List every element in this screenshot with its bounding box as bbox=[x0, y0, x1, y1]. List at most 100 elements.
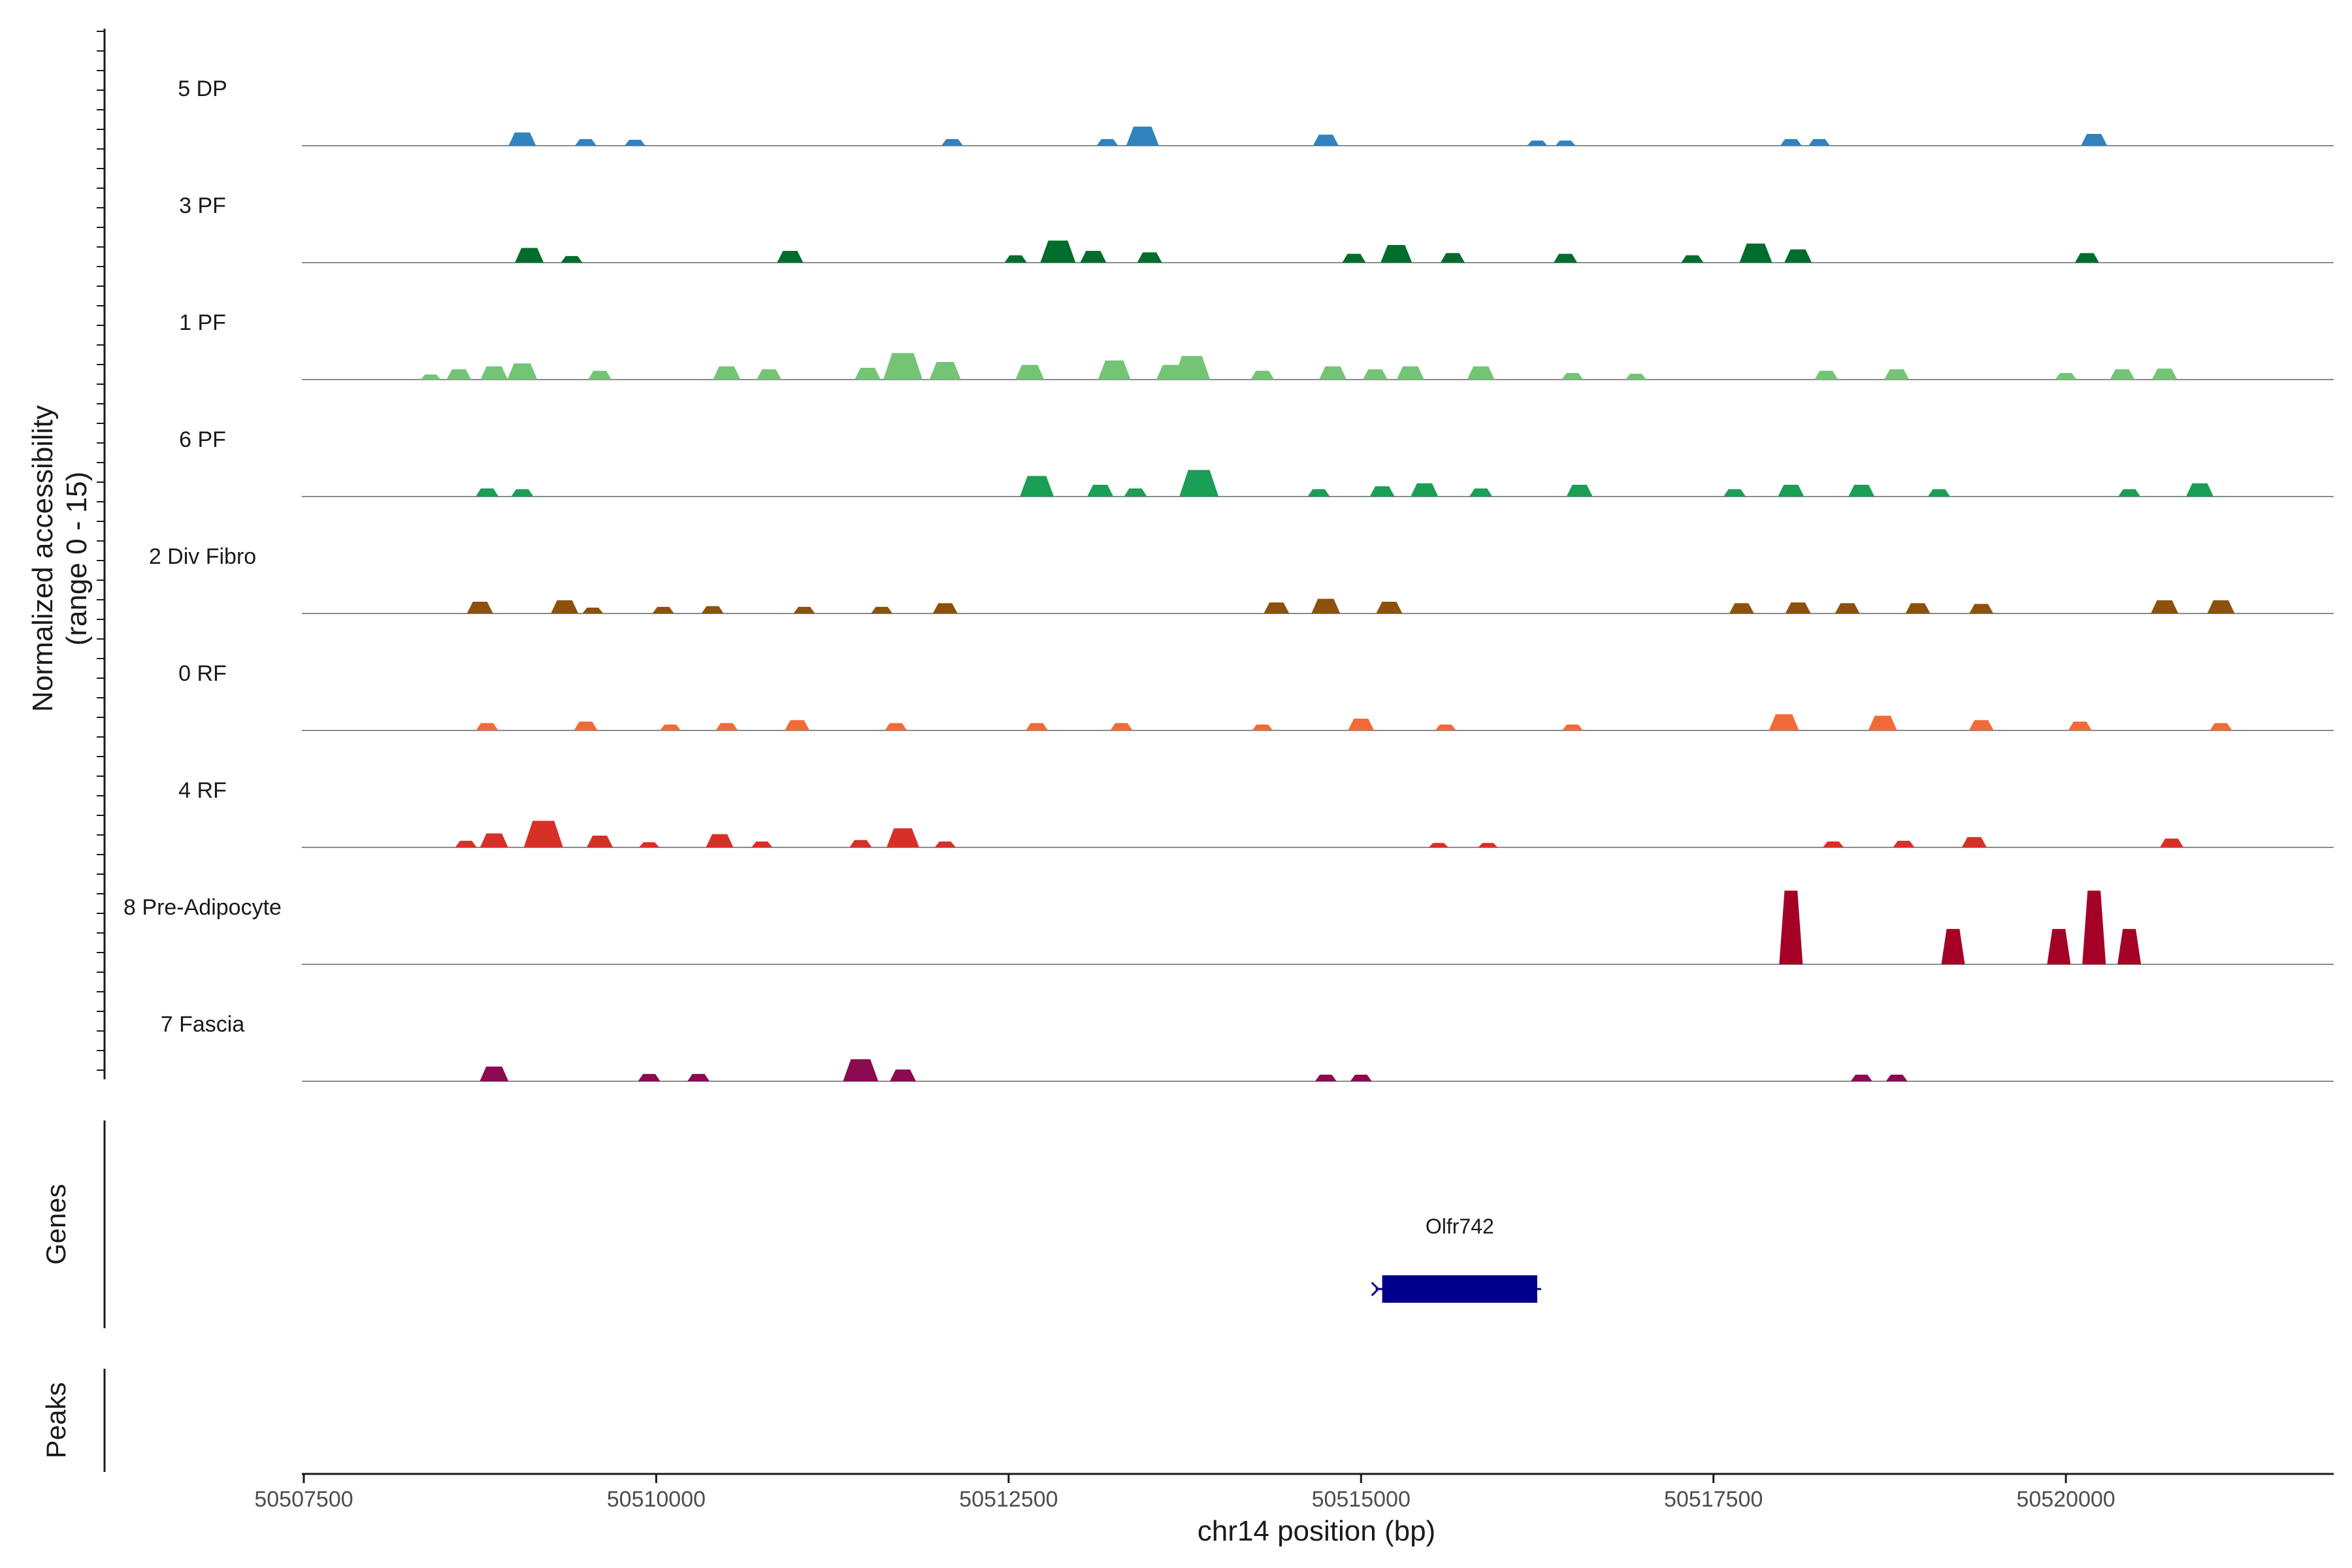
coverage-peak bbox=[777, 251, 804, 263]
coverage-peak bbox=[2081, 134, 2108, 146]
coverage-peak bbox=[1087, 485, 1114, 497]
track-5-dp: 5 DP bbox=[178, 76, 2334, 146]
coverage-peak bbox=[2118, 489, 2141, 497]
coverage-peak bbox=[1015, 365, 1045, 380]
coverage-peak bbox=[1566, 485, 1593, 497]
coverage-peak bbox=[843, 1059, 879, 1081]
coverage-peak bbox=[587, 836, 613, 847]
coverage-peak bbox=[751, 841, 773, 847]
coverage-peak bbox=[2159, 838, 2183, 847]
coverage-peak bbox=[1784, 249, 1812, 263]
coverage-peak bbox=[1004, 255, 1027, 263]
coverage-peak bbox=[1137, 252, 1162, 263]
coverage-peak bbox=[1264, 602, 1290, 613]
coverage-peak bbox=[446, 369, 472, 380]
track-7-fascia: 7 Fascia bbox=[161, 1012, 2334, 1082]
track-6-pf: 6 PF bbox=[179, 427, 2334, 497]
coverage-peak bbox=[1080, 251, 1107, 263]
track-label: 2 Div Fibro bbox=[149, 544, 256, 569]
coverage-peak bbox=[1411, 483, 1439, 497]
x-tick-label: 50515000 bbox=[1312, 1487, 1411, 1512]
coverage-peak bbox=[1886, 1074, 1908, 1081]
gene-label: Olfr742 bbox=[1426, 1215, 1494, 1238]
coverage-peak bbox=[1739, 243, 1772, 263]
gene-olfr742: Olfr742 bbox=[1371, 1215, 1541, 1303]
coverage-peak bbox=[480, 833, 508, 847]
coverage-peak bbox=[885, 723, 907, 730]
coverage-peak bbox=[1348, 719, 1375, 730]
coverage-peak bbox=[511, 489, 534, 497]
coverage-peak bbox=[1311, 598, 1341, 613]
coverage-peak bbox=[1126, 126, 1159, 146]
coverage-peak bbox=[1350, 1074, 1372, 1081]
coverage-tracks: 5 DP 3 PF 1 PF 6 PF 2 Div Fibro 0 RF 4 RF 8 Pre… bbox=[123, 76, 2334, 1082]
coverage-peak bbox=[849, 840, 872, 847]
coverage-peak bbox=[1469, 488, 1493, 497]
y-axis-title-line2: (range 0 - 15) bbox=[61, 472, 93, 646]
coverage-peak bbox=[1527, 140, 1548, 146]
coverage-peak bbox=[1823, 841, 1844, 847]
x-axis-title: chr14 position (bp) bbox=[1198, 1515, 1435, 1547]
coverage-peak bbox=[929, 362, 961, 380]
coverage-y-title: Normalized accessibility (range 0 - 15) bbox=[27, 405, 93, 711]
track-label: 3 PF bbox=[179, 193, 226, 218]
track-8-pre-adipocyte: 8 Pre-Adipocyte bbox=[123, 890, 2334, 965]
coverage-peak bbox=[1342, 253, 1366, 263]
coverage-peak bbox=[2151, 600, 2179, 613]
coverage-peak bbox=[855, 368, 881, 380]
coverage-peak bbox=[1396, 366, 1424, 380]
x-tick-label: 50520000 bbox=[2016, 1487, 2115, 1512]
x-tick-label: 50512500 bbox=[959, 1487, 1058, 1512]
coverage-peak bbox=[1307, 489, 1330, 497]
coverage-peak bbox=[507, 363, 538, 380]
coverage-peak bbox=[2186, 483, 2213, 497]
coverage-peak bbox=[508, 132, 536, 146]
coverage-peak bbox=[1969, 604, 1994, 613]
coverage-peak bbox=[561, 255, 583, 263]
coverage-peak bbox=[455, 840, 477, 847]
track-1-pf: 1 PF bbox=[179, 310, 2334, 380]
coverage-peak bbox=[1026, 723, 1048, 730]
coverage-peak bbox=[701, 606, 724, 613]
coverage-peak bbox=[1250, 370, 1275, 380]
coverage-peak bbox=[515, 248, 544, 263]
coverage-peak bbox=[1020, 476, 1054, 497]
coverage-peak bbox=[941, 139, 963, 146]
coverage-peak bbox=[575, 139, 596, 146]
coverage-peak bbox=[1441, 253, 1465, 263]
coverage-peak bbox=[1467, 366, 1495, 380]
coverage-peak bbox=[1884, 369, 1910, 380]
coverage-peak bbox=[1478, 843, 1498, 847]
track-4-rf: 4 RF bbox=[178, 778, 2334, 848]
coverage-peak bbox=[890, 1070, 916, 1081]
coverage-peak bbox=[1561, 725, 1583, 730]
coverage-peak bbox=[1376, 602, 1403, 613]
track-label: 7 Fascia bbox=[161, 1012, 245, 1037]
coverage-peak bbox=[934, 841, 956, 847]
coverage-peak bbox=[582, 608, 604, 613]
coverage-peak bbox=[1848, 485, 1875, 497]
coverage-peak bbox=[1428, 843, 1448, 847]
coverage-peak bbox=[2151, 368, 2178, 380]
coverage-peak bbox=[883, 353, 923, 380]
coverage-peak bbox=[1179, 470, 1219, 497]
coverage-peak bbox=[1555, 140, 1576, 146]
coverage-peak bbox=[2210, 723, 2232, 730]
gene-strand-arrow bbox=[1371, 1281, 1380, 1297]
coverage-peak bbox=[887, 828, 919, 847]
coverage-peak bbox=[476, 488, 498, 497]
gene-annotations: Olfr742 bbox=[1371, 1215, 1541, 1303]
coverage-peak bbox=[652, 606, 674, 613]
coverage-peak bbox=[757, 369, 781, 380]
coverage-peak bbox=[574, 721, 598, 730]
coverage-peak bbox=[1124, 488, 1147, 497]
coverage-peak bbox=[420, 374, 441, 380]
coverage-peak bbox=[523, 821, 563, 847]
coverage-peak bbox=[2117, 928, 2142, 964]
coverage-peak bbox=[1729, 603, 1754, 613]
coverage-peak bbox=[2082, 890, 2106, 964]
coverage-peak bbox=[687, 1073, 710, 1081]
track-label: 1 PF bbox=[179, 310, 226, 335]
track-2-div-fibro: 2 Div Fibro bbox=[149, 544, 2334, 614]
coverage-peak bbox=[1778, 485, 1805, 497]
